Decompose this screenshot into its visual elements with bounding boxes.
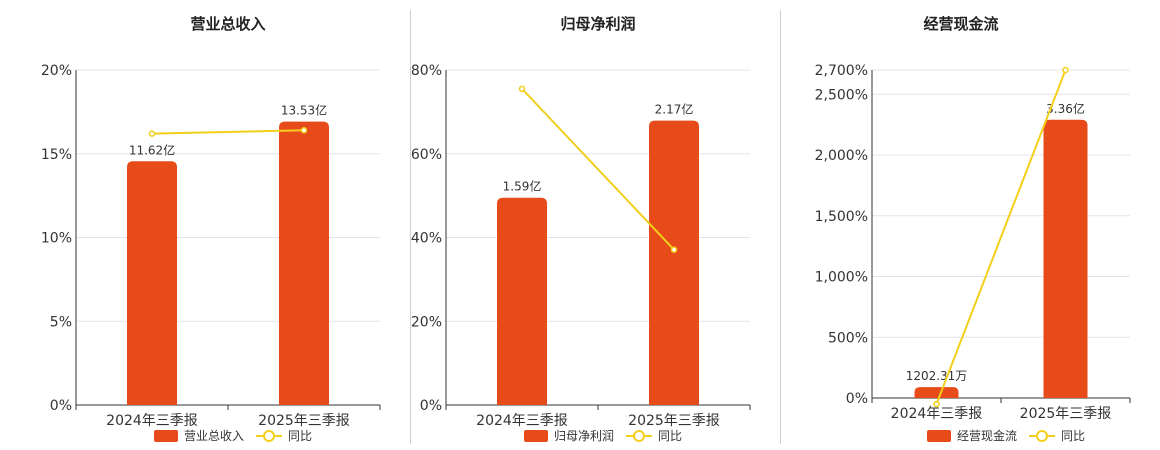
cash-flow-chart-panel: 经营现金流 0% 500% 1,000% 1,500% 2,000% 2,500% 2,700… xyxy=(740,0,1160,450)
x-category-label: 2024年三季报 xyxy=(891,406,983,422)
y-tick-label: 40% xyxy=(411,231,442,247)
panel-divider xyxy=(410,10,411,444)
legend-line-marker xyxy=(263,430,275,442)
net-profit-chart-panel: 归母净利润 0% 20% 40% 60% 80% 1.59亿 2.17亿 2024年三季报 202… xyxy=(370,0,780,450)
bar-value-label: 1.59亿 xyxy=(503,179,542,194)
bar xyxy=(1043,119,1088,399)
y-tick-label: 2,000% xyxy=(815,148,868,164)
legend-line-marker xyxy=(1036,430,1048,442)
yoy-point xyxy=(300,127,308,134)
chart-title: 经营现金流 xyxy=(923,15,998,33)
legend-bar-label: 归母净利润 xyxy=(554,429,614,443)
legend-bar-swatch xyxy=(927,430,951,442)
y-tick-label: 15% xyxy=(41,147,72,163)
bar xyxy=(279,121,329,405)
x-category-label: 2025年三季报 xyxy=(628,413,720,429)
y-tick-label: 500% xyxy=(828,330,868,346)
legend-line-label: 同比 xyxy=(1061,429,1085,443)
y-tick-label: 0% xyxy=(846,391,868,407)
yoy-point xyxy=(518,85,526,93)
y-tick-label: 10% xyxy=(41,231,72,247)
bar-value-label: 1202.31万 xyxy=(906,369,968,383)
bar-value-label: 3.36亿 xyxy=(1046,101,1085,116)
legend-line-label: 同比 xyxy=(288,429,312,443)
net-profit-chart-svg: 归母净利润 0% 20% 40% 60% 80% 1.59亿 2.17亿 2024年三季报 202… xyxy=(411,15,751,443)
revenue-chart-svg: 营业总收入 0% 5% 10% 15% 20% 11.62亿 13.53亿 2024年三季报 20… xyxy=(41,15,381,443)
y-tick-label: 20% xyxy=(41,63,72,79)
bar-value-label: 2.17亿 xyxy=(655,102,694,117)
yoy-line xyxy=(935,69,1067,405)
yoy-line xyxy=(151,129,305,135)
legend-bar-label: 经营现金流 xyxy=(957,428,1017,443)
y-tick-label: 0% xyxy=(420,398,442,414)
bar xyxy=(127,161,177,405)
x-category-label: 2025年三季报 xyxy=(1020,406,1112,422)
bar-value-label: 13.53亿 xyxy=(281,103,327,118)
legend-line-label: 同比 xyxy=(658,429,682,443)
x-category-label: 2024年三季报 xyxy=(476,413,568,429)
y-tick-label: 20% xyxy=(411,314,442,330)
bar xyxy=(497,197,547,405)
y-tick-label: 2,500% xyxy=(815,87,868,103)
y-tick-label: 5% xyxy=(50,314,72,330)
bar-value-label: 11.62亿 xyxy=(129,142,175,157)
x-category-label: 2025年三季报 xyxy=(258,413,350,429)
yoy-point xyxy=(670,246,678,253)
legend-bar-swatch xyxy=(154,430,178,442)
cash-flow-chart-svg: 经营现金流 0% 500% 1,000% 1,500% 2,000% 2,500% 2,700… xyxy=(815,15,1131,443)
legend-bar-label: 营业总收入 xyxy=(184,429,244,443)
legend-line-marker xyxy=(633,430,645,442)
y-tick-label: 80% xyxy=(411,63,442,79)
yoy-point xyxy=(1062,66,1069,74)
chart-title: 营业总收入 xyxy=(190,15,265,33)
yoy-point xyxy=(933,400,940,408)
bar xyxy=(649,120,699,405)
y-tick-label: 60% xyxy=(411,147,442,163)
chart-title: 归母净利润 xyxy=(560,15,635,33)
y-tick-label: 2,700% xyxy=(815,63,868,79)
yoy-point xyxy=(148,130,156,137)
panel-divider xyxy=(780,10,781,444)
bar xyxy=(914,387,959,398)
yoy-line xyxy=(521,88,675,251)
legend-bar-swatch xyxy=(524,430,548,442)
y-tick-label: 1,500% xyxy=(815,209,868,225)
revenue-chart-panel: 营业总收入 0% 5% 10% 15% 20% 11.62亿 13.53亿 2024年三季报 20… xyxy=(0,0,410,450)
y-tick-label: 1,000% xyxy=(815,270,868,286)
x-category-label: 2024年三季报 xyxy=(106,413,198,429)
y-tick-label: 0% xyxy=(50,398,72,414)
